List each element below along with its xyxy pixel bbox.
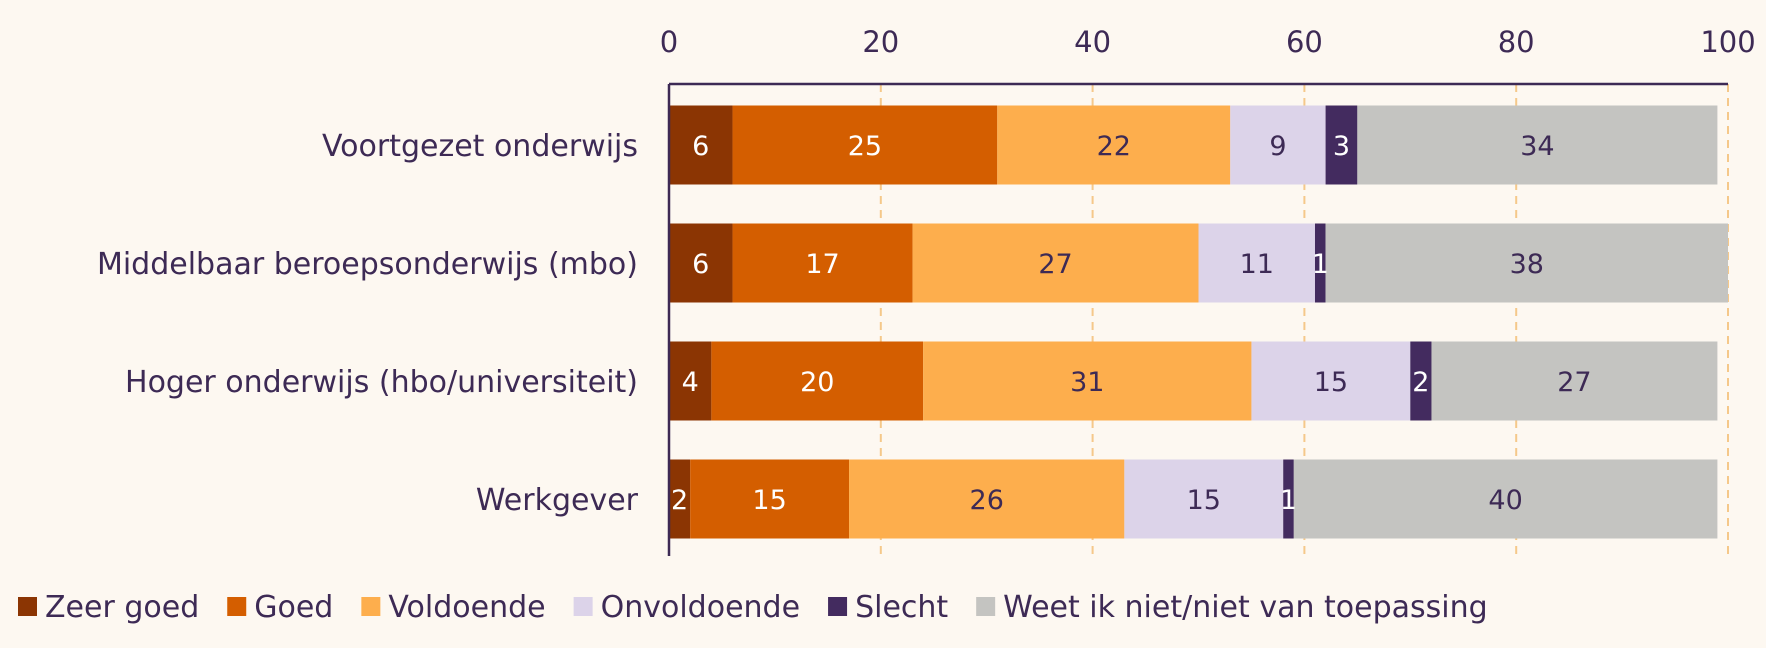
data-label: 40: [1488, 485, 1522, 516]
bar-segment: [1198, 223, 1315, 303]
legend-label: Weet ik niet/niet van toepassing: [1003, 590, 1487, 625]
bar-segment: [1283, 459, 1294, 539]
category-label: Middelbaar beroepsonderwijs (mbo): [97, 247, 638, 282]
bar-segment: [1251, 341, 1411, 421]
legend-label: Goed: [254, 590, 333, 625]
data-label: 2: [1412, 367, 1429, 398]
axes: [667, 82, 1728, 556]
category-labels: Voortgezet onderwijs Middelbaar beroepson…: [97, 129, 639, 518]
data-label: 15: [752, 485, 786, 516]
data-label: 31: [1070, 367, 1104, 398]
data-label: 4: [682, 367, 699, 398]
data-label: 26: [970, 485, 1004, 516]
legend-swatch: [18, 597, 37, 616]
category-label: Voortgezet onderwijs: [322, 129, 638, 164]
bar-segment: [912, 223, 1199, 303]
data-label: 11: [1240, 249, 1274, 280]
data-label: 9: [1269, 131, 1286, 162]
legend: Zeer goed Goed Voldoende Onvoldoende Slecht W…: [18, 590, 1488, 625]
data-label: 2: [671, 485, 688, 516]
x-tick-labels: 0 20 40 60 80 100: [660, 25, 1756, 59]
bar-segment: [669, 105, 733, 185]
x-tick-label: 40: [1074, 25, 1111, 59]
data-label: 20: [800, 367, 834, 398]
bar-segment: [1410, 341, 1432, 421]
bar-segment: [1357, 105, 1718, 185]
legend-swatch: [828, 597, 848, 616]
x-tick-label: 60: [1286, 25, 1323, 59]
x-tick-label: 20: [862, 25, 899, 59]
data-label: 1: [1280, 485, 1297, 516]
legend-swatch: [227, 597, 247, 616]
bar-segment: [997, 105, 1231, 185]
data-label: 1: [1312, 249, 1329, 280]
bar-segment: [1325, 223, 1728, 303]
bar-segment: [711, 341, 924, 421]
bar-segment: [1431, 341, 1718, 421]
data-label: 22: [1097, 131, 1131, 162]
bar-segment: [849, 459, 1125, 539]
data-label: 38: [1510, 249, 1544, 280]
legend-label: Zeer goed: [45, 590, 199, 625]
bar-segment: [690, 459, 850, 539]
bar-segment: [1293, 459, 1718, 539]
data-label: 25: [848, 131, 882, 162]
legend-label: Onvoldoende: [601, 590, 800, 625]
legend-swatch: [573, 597, 593, 616]
bar-segment: [1230, 105, 1326, 185]
data-label: 34: [1520, 131, 1554, 162]
bar-segment: [923, 341, 1252, 421]
bar-segments: [669, 105, 1728, 539]
bar-segment: [669, 223, 733, 303]
bar-segment: [732, 223, 913, 303]
data-label: 6: [692, 131, 709, 162]
data-label: 27: [1038, 249, 1072, 280]
bar-segment: [732, 105, 998, 185]
legend-swatch: [976, 597, 996, 616]
data-label: 17: [805, 249, 839, 280]
bar-segment: [669, 341, 712, 421]
data-label: 15: [1187, 485, 1221, 516]
category-label: Hoger onderwijs (hbo/universiteit): [125, 365, 638, 400]
bar-segment: [669, 459, 691, 539]
x-tick-label: 100: [1700, 25, 1755, 59]
legend-label: Voldoende: [388, 590, 545, 625]
data-labels: 6 25 22 9 3 346 17 27 11 1 384 20 31 15 2 272 15 26 15 1 40: [671, 131, 1592, 516]
data-label: 15: [1314, 367, 1348, 398]
x-tick-label: 80: [1498, 25, 1535, 59]
data-label: 6: [692, 249, 709, 280]
x-tick-label: 0: [660, 25, 678, 59]
category-label: Werkgever: [476, 483, 639, 518]
bar-segment: [1124, 459, 1284, 539]
bar-segment: [1325, 105, 1358, 185]
legend-swatch: [361, 597, 381, 616]
legend-label: Slecht: [855, 590, 948, 625]
data-label: 27: [1557, 367, 1591, 398]
bar-segment: [1314, 223, 1326, 303]
data-label: 3: [1333, 131, 1350, 162]
